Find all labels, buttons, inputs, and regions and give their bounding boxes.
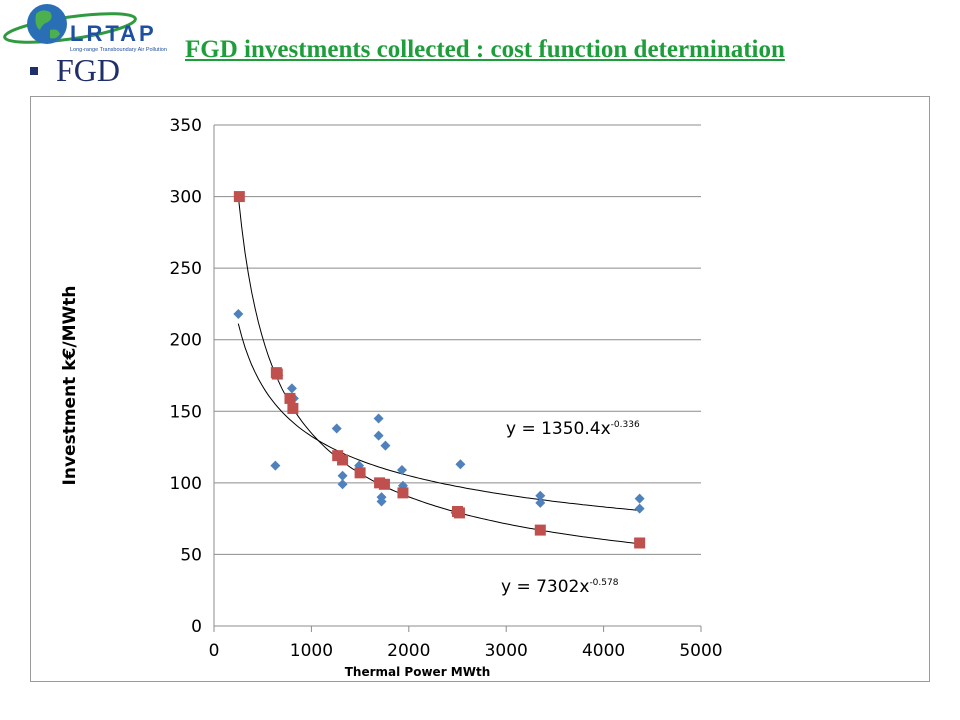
trendline-equation-1-base: y = 1350.4x: [506, 419, 611, 439]
logo-swoosh-icon: [3, 12, 137, 44]
trendline-equation-2-exponent: -0.578: [589, 578, 618, 588]
data-point-square: [233, 191, 245, 203]
data-point-diamond: [380, 440, 391, 451]
y-tick-label: 200: [170, 331, 202, 351]
x-tick-label: 2000: [387, 641, 430, 661]
data-point-diamond: [337, 479, 348, 490]
data-point-diamond: [634, 503, 645, 514]
x-tick-label: 5000: [679, 641, 722, 661]
page-title: FGD investments collected : cost functio…: [185, 36, 785, 63]
trendline-equation-2: y = 7302x-0.578: [501, 577, 619, 597]
data-point-diamond: [373, 430, 384, 441]
x-axis-label: Thermal Power MWth: [345, 665, 491, 679]
data-point-diamond: [373, 413, 384, 424]
lrtap-logo: LRTAP Long-range Transboundary Air Pollu…: [3, 4, 167, 53]
grid: [214, 124, 701, 627]
data-point-square: [337, 454, 349, 466]
chart-frame: 0 50 100 150 200 250 300 350 0 1000 2000 3000 4000 50…: [30, 96, 930, 682]
trendline-equation-1-exponent: -0.336: [611, 420, 640, 430]
data-point-square: [453, 507, 465, 519]
data-point-diamond: [233, 308, 244, 319]
logo-subtext: Long-range Transboundary Air Pollution: [70, 47, 167, 53]
data-point-square: [534, 524, 546, 536]
y-axis-label: Investment k€/MWth: [60, 286, 80, 486]
x-tick-label: 0: [209, 641, 220, 661]
data-point-square: [378, 478, 390, 490]
y-tick-label: 300: [170, 188, 202, 208]
data-point-diamond: [535, 490, 546, 501]
logo-text: LRTAP: [70, 21, 157, 46]
data-point-diamond: [331, 423, 342, 434]
data-point-diamond: [337, 470, 348, 481]
axes: [213, 125, 702, 632]
trendline-equation-1: y = 1350.4x-0.336: [506, 419, 640, 439]
data-point-diamond: [535, 497, 546, 508]
x-tick-label: 4000: [582, 641, 625, 661]
data-point-diamond: [286, 383, 297, 394]
trendline-equation-2-base: y = 7302x: [501, 577, 589, 597]
globe-icon: [27, 4, 67, 44]
data-point-square: [284, 392, 296, 404]
data-point-square: [634, 537, 646, 549]
x-tick-label: 3000: [485, 641, 528, 661]
y-tick-label: 50: [180, 545, 202, 565]
y-tick-label: 0: [191, 617, 202, 637]
scatter-chart: 0 50 100 150 200 250 300 350 0 1000 2000 3000 4000 50…: [60, 116, 723, 679]
data-point-diamond: [455, 459, 466, 470]
trendline-2: [237, 196, 640, 545]
y-tick-label: 350: [170, 116, 202, 136]
y-tick-label: 150: [170, 402, 202, 422]
data-point-diamond: [270, 460, 281, 471]
data-point-square: [287, 402, 299, 414]
data-point-diamond: [634, 493, 645, 504]
data-point-square: [397, 487, 409, 499]
trendline-1: [237, 323, 640, 511]
trendlines: [237, 196, 640, 545]
y-tick-label: 250: [170, 259, 202, 279]
x-tick-label: 1000: [290, 641, 333, 661]
bullet-square-icon: [30, 66, 38, 75]
bullet-text: FGD: [56, 52, 121, 88]
tick-labels: 0 50 100 150 200 250 300 350 0 1000 2000 3000 4000 50…: [170, 116, 723, 661]
bullet-item: FGD: [30, 52, 120, 89]
data-point-diamond: [376, 496, 387, 507]
data-point-diamond: [396, 464, 407, 475]
points: [233, 191, 646, 549]
y-tick-label: 100: [170, 474, 202, 494]
data-point-square: [271, 368, 283, 380]
data-point-square: [354, 467, 366, 479]
